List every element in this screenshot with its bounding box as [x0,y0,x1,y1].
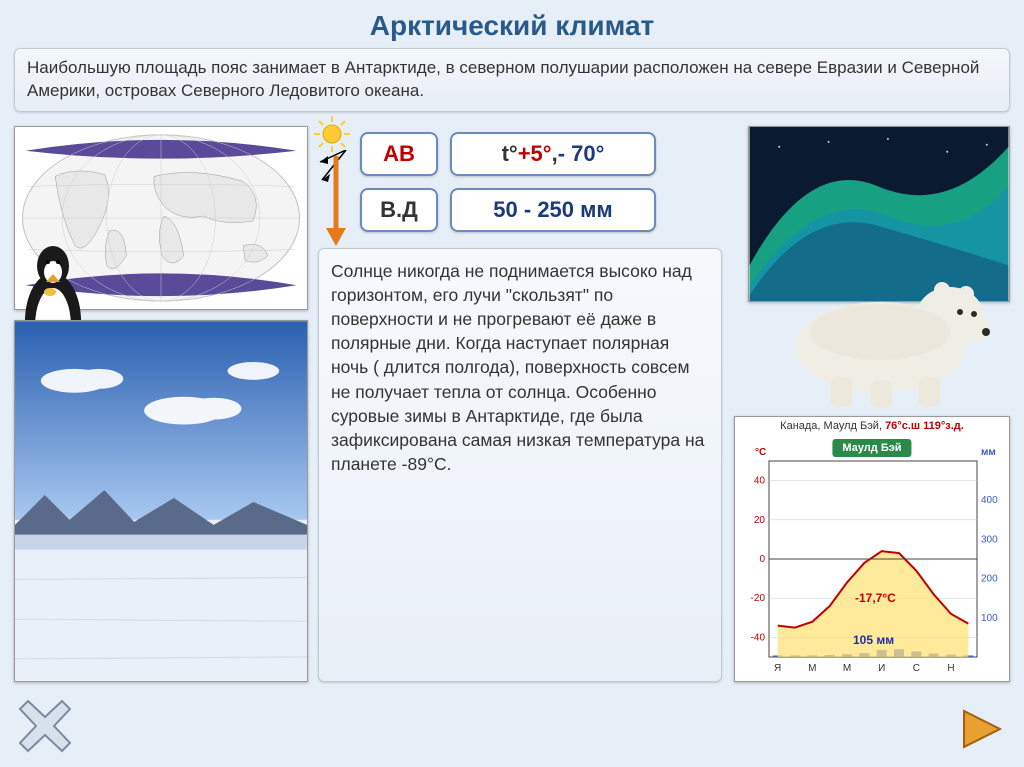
precipitation-box: 50 - 250 мм [450,188,656,232]
aurora-image [749,127,1009,301]
description-text: Солнце никогда не поднимается высоко над… [318,248,722,682]
svg-text:М: М [843,663,851,674]
svg-text:мм: мм [981,447,996,458]
svg-text:300: 300 [981,534,998,545]
sun-icon [312,114,352,154]
svg-text:400: 400 [981,495,998,506]
air-mass-box: АВ [360,132,438,176]
svg-text:40: 40 [754,475,766,486]
close-button[interactable] [18,699,72,753]
svg-text:20: 20 [754,515,766,526]
svg-text:Н: Н [947,663,954,674]
total-precip-label: 105 мм [853,633,894,647]
temp-positive: +5° [518,141,552,167]
svg-text:-20: -20 [751,593,766,604]
svg-text:100: 100 [981,613,998,624]
aurora-frame [748,126,1010,302]
temp-negative: - 70° [558,141,605,167]
content-area: АВ t° +5° , - 70° В.Д 50 - 250 мм Солнце… [14,120,1010,700]
down-arrow-icon [324,156,348,246]
moisture-box: В.Д [360,188,438,232]
svg-text:°С: °С [755,447,766,458]
next-button[interactable] [958,705,1006,753]
temp-prefix: t° [502,141,518,167]
svg-text:200: 200 [981,573,998,584]
temperature-box: t° +5° , - 70° [450,132,656,176]
svg-text:0: 0 [759,554,765,565]
subtitle-box: Наибольшую площадь пояс занимает в Антар… [14,48,1010,112]
mean-temp-label: -17,7°С [855,591,896,605]
arctic-landscape-frame [14,320,308,682]
world-map [15,127,307,309]
svg-text:М: М [808,663,816,674]
svg-text:И: И [878,663,885,674]
svg-text:Я: Я [774,663,781,674]
svg-text:-40: -40 [751,632,766,643]
arctic-landscape [15,321,307,681]
svg-text:С: С [913,663,920,674]
world-map-frame [14,126,308,310]
climate-chart-frame: Канада, Маулд Бэй, 76°с.ш 119°з.д. Маулд… [734,416,1010,682]
page-title: Арктический климат [0,0,1024,48]
